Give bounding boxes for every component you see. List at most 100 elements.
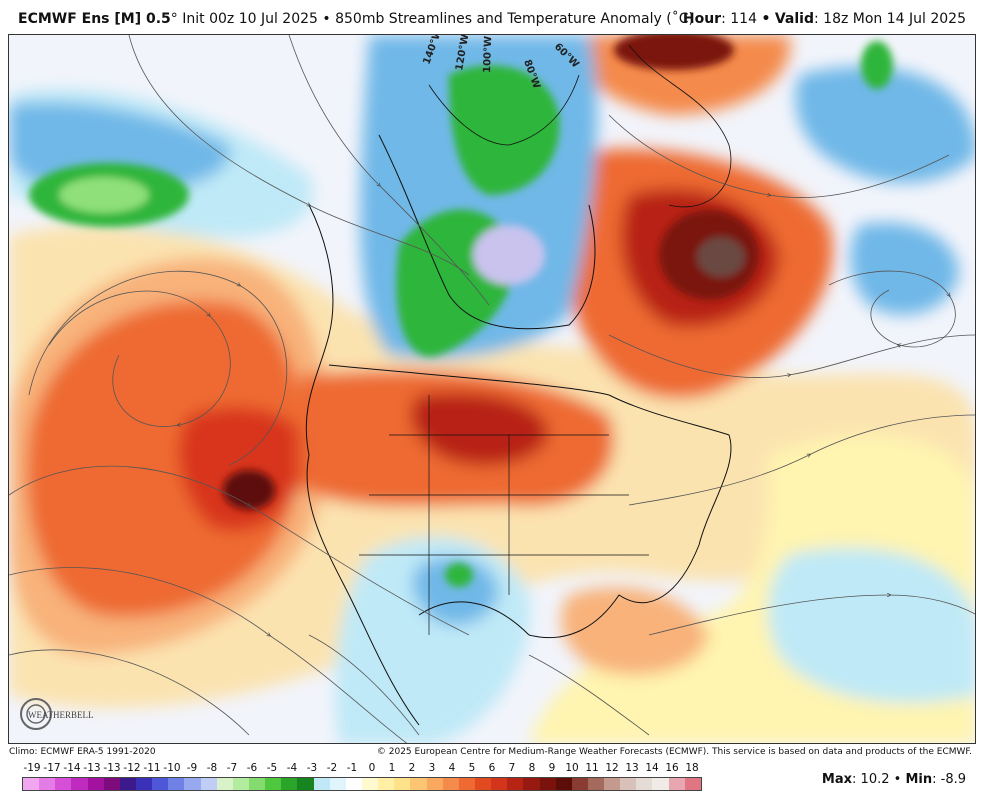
legend-swatch <box>571 778 588 790</box>
legend-tick-label: -4 <box>286 762 298 774</box>
anomaly-map: 140°W 120°W 100°W 80°W 60°W <box>9 35 975 743</box>
logo-text: WEATHERBELL <box>28 710 94 720</box>
legend-tick-label: -13 <box>83 762 101 774</box>
max-min-stats: Max: 10.2 • Min: -8.9 <box>821 772 966 787</box>
legend-tick-label: 0 <box>368 762 376 774</box>
map-panel: 140°W 120°W 100°W 80°W 60°W <box>8 34 976 744</box>
streamlines <box>9 35 975 743</box>
min-value: -8.9 <box>940 772 966 787</box>
legend-tick-label: 7 <box>508 762 516 774</box>
legend-swatch <box>216 778 233 790</box>
legend-tick-label: -13 <box>103 762 121 774</box>
legend-swatch <box>184 778 201 790</box>
hour-label: Hour <box>682 11 722 27</box>
legend-swatch <box>442 778 459 790</box>
max-value: 10.2 <box>860 772 890 787</box>
legend-tick-label: 1 <box>388 762 396 774</box>
political-boundaries <box>305 44 732 726</box>
legend-swatch <box>361 778 379 790</box>
legend-swatch <box>265 778 282 790</box>
legend-swatch <box>378 778 395 790</box>
legend-swatch <box>329 778 346 790</box>
hour-value: 114 <box>730 11 757 27</box>
legend-swatch <box>587 778 605 790</box>
header: ECMWF Ens [M] 0.5° Init 00z 10 Jul 2025 … <box>0 0 984 34</box>
legend-swatch <box>604 778 621 790</box>
legend-tick-labels: -19 -17 -14 -13 -13 -12 -11 -10 -9 -8 -7 -6 -5 -4 -3 -2… <box>22 762 702 776</box>
legend-tick-label: 3 <box>428 762 436 774</box>
state-lines <box>359 395 649 635</box>
legend-tick-label: -9 <box>186 762 198 774</box>
legend-tick-label: 8 <box>528 762 536 774</box>
legend-swatch <box>523 778 540 790</box>
legend-swatch <box>636 778 653 790</box>
legend-tick-label: 12 <box>605 762 619 774</box>
legend-tick-label: 6 <box>488 762 496 774</box>
anomaly-cores <box>29 35 893 587</box>
legend-tick-label: -12 <box>123 762 141 774</box>
legend-tick-label: -19 <box>23 762 41 774</box>
legend-swatch <box>39 778 56 790</box>
legend-tick-label: -8 <box>206 762 218 774</box>
legend-tick-label: 5 <box>468 762 476 774</box>
valid-value: 18z Mon 14 Jul 2025 <box>823 11 966 27</box>
legend-swatch <box>232 778 249 790</box>
legend-swatch <box>620 778 637 790</box>
us-mexico-border <box>418 601 530 636</box>
legend-swatch <box>119 778 136 790</box>
legend-swatch <box>394 778 411 790</box>
max-label: Max <box>821 772 853 787</box>
legend-tick-label: -6 <box>246 762 258 774</box>
legend-swatch <box>281 778 298 790</box>
arctic-islands-outline <box>428 74 580 146</box>
lon-label-100w: 100°W <box>482 36 494 73</box>
legend-swatch <box>248 778 266 790</box>
legend-swatch <box>555 778 572 790</box>
legend-swatch <box>539 778 556 790</box>
us-canada-border <box>328 364 610 396</box>
legend-tick-label: -5 <box>266 762 278 774</box>
color-legend: -19 -17 -14 -13 -13 -12 -11 -10 -9 -8 -7 -6 -5 -4 -3 -2… <box>22 762 702 796</box>
map-title: ECMWF Ens [M] 0.5° Init 00z 10 Jul 2025 … <box>18 11 694 27</box>
legend-swatch <box>200 778 217 790</box>
legend-tick-label: -14 <box>63 762 81 774</box>
legend-swatch <box>297 778 314 790</box>
legend-swatch <box>87 778 104 790</box>
legend-tick-label: -3 <box>306 762 318 774</box>
legend-swatch <box>313 778 330 790</box>
hudson-bay-outline <box>378 134 596 330</box>
model-suffix: ° <box>170 11 178 27</box>
legend-swatch <box>684 778 701 790</box>
valid-separator: • <box>761 11 771 27</box>
west-coastline <box>305 204 420 726</box>
valid-time-info: Hour: 114 • Valid: 18z Mon 14 Jul 2025 <box>682 11 966 27</box>
weatherbell-logo: WEATHERBELL <box>14 696 110 732</box>
climo-note: Climo: ECMWF ERA-5 1991-2020 <box>9 747 156 757</box>
valid-label: Valid <box>774 11 814 27</box>
legend-swatch <box>135 778 153 790</box>
legend-swatch <box>652 778 669 790</box>
legend-swatch <box>474 778 492 790</box>
legend-tick-label: 18 <box>685 762 699 774</box>
legend-tick-label: 14 <box>645 762 659 774</box>
legend-swatch <box>668 778 685 790</box>
legend-tick-label: 16 <box>665 762 679 774</box>
legend-tick-label: -1 <box>346 762 358 774</box>
legend-swatch <box>103 778 120 790</box>
legend-tick-label: -7 <box>226 762 238 774</box>
legend-swatch <box>152 778 169 790</box>
legend-tick-label: 13 <box>625 762 639 774</box>
legend-swatch <box>491 778 508 790</box>
legend-swatch <box>410 778 427 790</box>
min-label: Min <box>905 772 933 787</box>
legend-tick-label: -2 <box>326 762 338 774</box>
legend-color-bar <box>22 777 702 791</box>
legend-swatch <box>71 778 88 790</box>
legend-tick-label: 11 <box>585 762 599 774</box>
legend-tick-label: -17 <box>43 762 61 774</box>
legend-swatch <box>55 778 72 790</box>
east-coastline <box>528 394 732 639</box>
legend-swatch <box>168 778 185 790</box>
legend-tick-label: -11 <box>143 762 161 774</box>
legend-tick-label: 9 <box>548 762 556 774</box>
